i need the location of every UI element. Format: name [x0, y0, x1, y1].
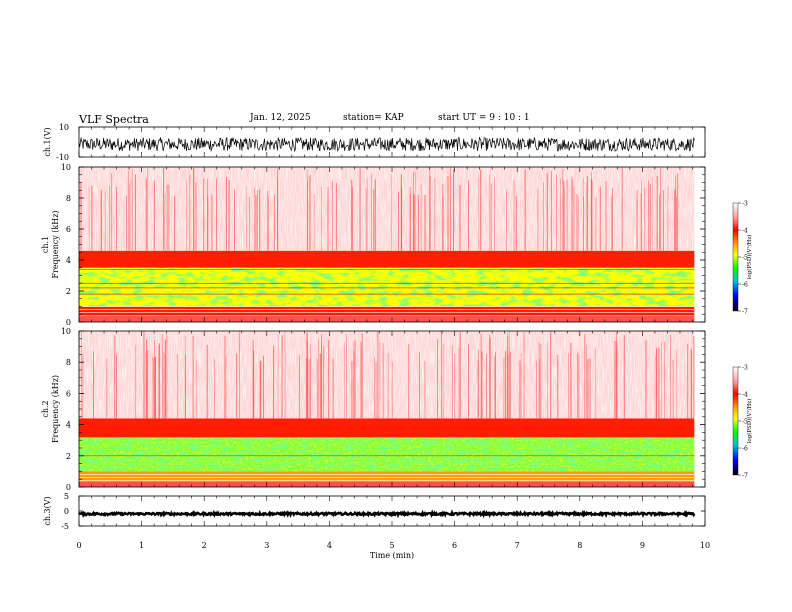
xtick-label: 1 — [139, 541, 144, 550]
xtick-label: 0 — [76, 541, 81, 550]
ch1-waveform-ytick-label: -10 — [56, 153, 69, 162]
date-label: Jan. 12, 2025 — [250, 113, 311, 123]
ch1-spectrogram-ytick-label: 6 — [66, 225, 71, 234]
ch2-spectrogram-heatmap — [79, 331, 695, 487]
ch2-spectrogram-ytick-label: 2 — [66, 452, 71, 461]
xtick-label: 9 — [640, 541, 645, 550]
ch3-waveform-ytick-label: 0 — [64, 507, 69, 516]
ch1-spectrogram-ytick-label: 4 — [66, 256, 71, 265]
ch2-spectrogram-band — [79, 418, 695, 438]
ch1-spectrogram-colorbar-tick-label: -7 — [742, 309, 748, 316]
ch2-spectrogram-ytick-label: 8 — [66, 358, 71, 367]
ch2-spectrogram-ytick-label: 0 — [66, 483, 71, 492]
ch1-spectrogram-texture-upper — [79, 167, 695, 251]
ch2-spectrogram-ytick-label: 4 — [66, 421, 71, 430]
ch1-spectrogram-colorbar-tick-label: -5 — [742, 255, 748, 262]
ch3-waveform-ytick-label: 5 — [64, 492, 69, 501]
ch1-spectrogram-ytick-label: 10 — [61, 163, 71, 172]
ch2-spectrogram-band — [79, 481, 695, 487]
ch1-spectrogram-ylabel-channel: ch.1 — [41, 236, 50, 253]
ch1-spectrogram-band — [79, 250, 695, 268]
xtick-label: 10 — [700, 541, 710, 550]
figure-title: VLF Spectra — [79, 113, 149, 126]
ch2-spectrogram-texture-upper — [79, 331, 695, 419]
ch1-spectrogram-ylabel: Frequency (kHz) — [51, 210, 60, 278]
ch1-spectrogram-heatmap — [79, 167, 695, 322]
ch2-spectrogram-ytick-label: 10 — [61, 327, 71, 336]
ch1-spectrogram-ytick-label: 8 — [66, 194, 71, 203]
ch2-spectrogram-ytick-label: 6 — [66, 389, 71, 398]
ch1-spectrogram-ytick-label: 0 — [66, 318, 71, 327]
xtick-label: 6 — [452, 541, 457, 550]
ch3-waveform-ylabel: ch.3(V) — [43, 496, 52, 525]
start-time-label: start UT = 9 : 10 : 1 — [438, 113, 530, 123]
ch1-waveform-ylabel: ch.1(V) — [43, 127, 52, 156]
xtick-label: 4 — [327, 541, 332, 550]
xtick-label: 2 — [202, 541, 207, 550]
ch1-spectrogram-ytick-label: 2 — [66, 287, 71, 296]
ch2-spectrogram-colorbar — [732, 366, 739, 476]
ch1-waveform-trace — [78, 136, 695, 153]
ch2-spectrogram-band — [79, 471, 695, 482]
xtick-label: 7 — [515, 541, 520, 550]
x-axis-label: Time (min) — [370, 551, 414, 560]
ch1-spectrogram-colorbar-tick-label: -6 — [742, 282, 748, 289]
xtick-label: 5 — [389, 541, 394, 550]
ch1-spectrogram-colorbar-tick-label: -3 — [742, 201, 748, 208]
ch2-spectrogram-colorbar-label: log(PSD)(V²/Hz) — [746, 399, 753, 444]
ch1-spectrogram-band — [79, 306, 695, 317]
ch2-spectrogram-colorbar-tick-label: -5 — [742, 419, 748, 426]
ch3-waveform-trace — [78, 509, 696, 519]
ch3-waveform-ytick-label: -5 — [61, 522, 69, 531]
ch2-spectrogram-ylabel: Frequency (kHz) — [51, 375, 60, 443]
ch1-spectrogram-colorbar — [732, 202, 739, 312]
ch2-spectrogram-colorbar-tick-label: -6 — [742, 446, 748, 453]
xtick-label: 3 — [264, 541, 269, 550]
ch2-spectrogram-texture-green — [79, 437, 695, 472]
ch1-waveform-ytick-label: 10 — [59, 123, 69, 132]
ch1-spectrogram-texture-green — [79, 267, 695, 307]
xtick-label: 8 — [577, 541, 582, 550]
ch2-spectrogram-colorbar-tick-label: -4 — [742, 392, 748, 399]
ch2-spectrogram-colorbar-tick-label: -7 — [742, 473, 748, 480]
ch2-spectrogram-colorbar-tick-label: -3 — [742, 365, 748, 372]
ch1-spectrogram-colorbar-tick-label: -4 — [742, 228, 748, 235]
ch1-spectrogram-band — [79, 316, 695, 322]
ch1-spectrogram-colorbar-label: log(PSD)(V²/Hz) — [746, 235, 753, 280]
station-label: station= KAP — [343, 113, 404, 123]
ch2-spectrogram-ylabel-channel: ch.2 — [41, 400, 50, 417]
